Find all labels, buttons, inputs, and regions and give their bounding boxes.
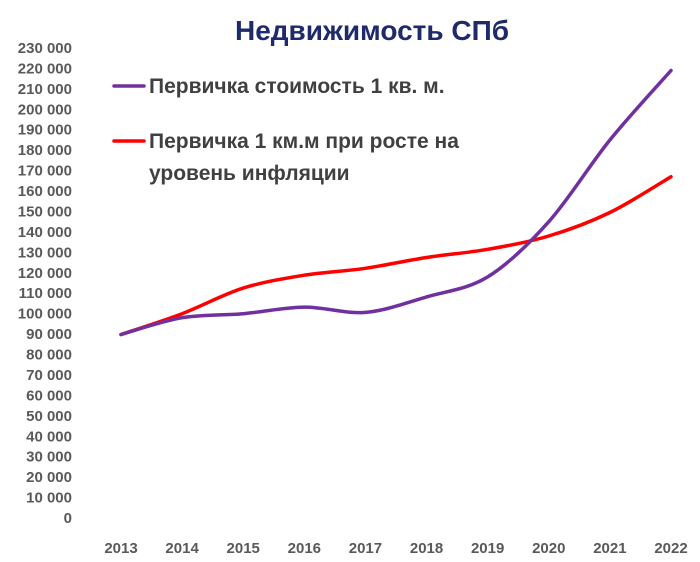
y-tick-label: 150 000 — [18, 203, 72, 220]
legend-label-2: Первичка 1 км.м при росте на — [149, 130, 459, 153]
x-tick-label: 2017 — [349, 540, 382, 557]
y-tick-label: 70 000 — [26, 367, 72, 384]
series-line-1 — [119, 68, 673, 337]
y-tick-label: 110 000 — [19, 285, 72, 302]
y-tick-label: 90 000 — [26, 326, 72, 343]
y-tick-label: 230 000 — [18, 40, 72, 57]
x-tick-label: 2015 — [227, 540, 260, 557]
y-tick-label: 40 000 — [26, 428, 72, 445]
y-tick-label: 180 000 — [18, 142, 72, 159]
series-lines — [119, 68, 673, 337]
y-tick-label: 120 000 — [18, 265, 72, 282]
x-axis-tick-labels: 2013 2014 2015 2016 2017 2018 2019 2020 2021 2022 — [104, 540, 687, 557]
y-tick-label: 160 000 — [18, 183, 72, 200]
y-tick-label: 80 000 — [26, 347, 72, 364]
y-tick-label: 20 000 — [26, 469, 72, 486]
x-tick-label: 2020 — [532, 540, 565, 557]
x-tick-label: 2016 — [288, 540, 321, 557]
x-tick-label: 2022 — [654, 540, 687, 557]
x-tick-label: 2014 — [165, 540, 199, 557]
x-tick-label: 2019 — [471, 540, 504, 557]
y-tick-label: 210 000 — [18, 81, 72, 98]
y-tick-label: 200 000 — [18, 101, 72, 118]
y-tick-label: 190 000 — [18, 122, 72, 139]
y-tick-label: 170 000 — [18, 163, 72, 180]
y-tick-label: 60 000 — [26, 387, 72, 404]
y-tick-label: 220 000 — [18, 60, 72, 77]
x-tick-label: 2018 — [410, 540, 443, 557]
y-tick-label: 10 000 — [26, 490, 72, 507]
y-axis-tick-labels: 0 10 000 20 000 30 000 40 000 50 000 60 000 70 … — [18, 40, 72, 527]
y-tick-label: 100 000 — [18, 306, 72, 323]
chart-title: Недвижимость СПб — [235, 15, 509, 46]
x-tick-label: 2021 — [593, 540, 626, 557]
legend-label-2: уровень инфляции — [149, 162, 350, 185]
series-line-2 — [119, 174, 673, 337]
y-tick-label: 50 000 — [26, 408, 72, 425]
legend-label-1: Первичка стоимость 1 кв. м. — [149, 75, 445, 98]
y-tick-label: 140 000 — [18, 224, 72, 241]
legend: Первичка стоимость 1 кв. м. Первичка 1 км… — [112, 75, 459, 185]
x-tick-label: 2013 — [104, 540, 137, 557]
y-tick-label: 30 000 — [26, 449, 72, 466]
y-tick-label: 130 000 — [18, 244, 72, 261]
y-tick-label: 0 — [64, 510, 72, 527]
